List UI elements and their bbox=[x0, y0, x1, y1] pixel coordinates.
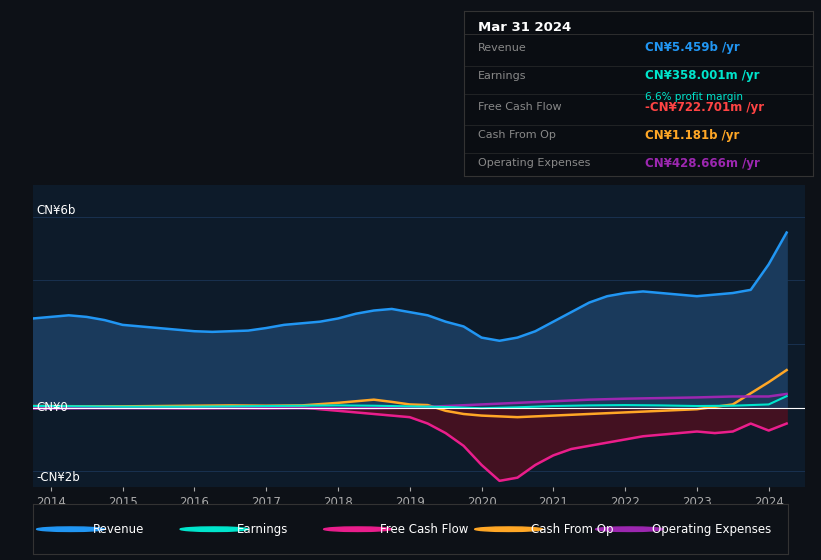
Text: Earnings: Earnings bbox=[236, 522, 288, 536]
Text: CN¥358.001m /yr: CN¥358.001m /yr bbox=[645, 69, 759, 82]
Text: Cash From Op: Cash From Op bbox=[478, 130, 556, 140]
Text: CN¥6b: CN¥6b bbox=[36, 204, 76, 217]
Text: Cash From Op: Cash From Op bbox=[531, 522, 614, 536]
Text: -CN¥722.701m /yr: -CN¥722.701m /yr bbox=[645, 100, 764, 114]
Text: Operating Expenses: Operating Expenses bbox=[478, 158, 590, 168]
Circle shape bbox=[595, 527, 663, 531]
Circle shape bbox=[475, 527, 543, 531]
Text: CN¥5.459b /yr: CN¥5.459b /yr bbox=[645, 41, 740, 54]
Text: Revenue: Revenue bbox=[478, 43, 526, 53]
Text: Free Cash Flow: Free Cash Flow bbox=[478, 102, 562, 112]
Text: 6.6% profit margin: 6.6% profit margin bbox=[645, 92, 743, 102]
Circle shape bbox=[37, 527, 104, 531]
Text: Mar 31 2024: Mar 31 2024 bbox=[478, 21, 571, 34]
Text: Free Cash Flow: Free Cash Flow bbox=[380, 522, 469, 536]
Text: Revenue: Revenue bbox=[94, 522, 144, 536]
Text: CN¥428.666m /yr: CN¥428.666m /yr bbox=[645, 157, 760, 170]
Text: -CN¥2b: -CN¥2b bbox=[36, 472, 80, 484]
Text: CN¥1.181b /yr: CN¥1.181b /yr bbox=[645, 129, 740, 142]
Circle shape bbox=[323, 527, 392, 531]
Circle shape bbox=[180, 527, 248, 531]
Text: Operating Expenses: Operating Expenses bbox=[652, 522, 772, 536]
Text: CN¥0: CN¥0 bbox=[36, 401, 68, 414]
Text: Earnings: Earnings bbox=[478, 71, 526, 81]
